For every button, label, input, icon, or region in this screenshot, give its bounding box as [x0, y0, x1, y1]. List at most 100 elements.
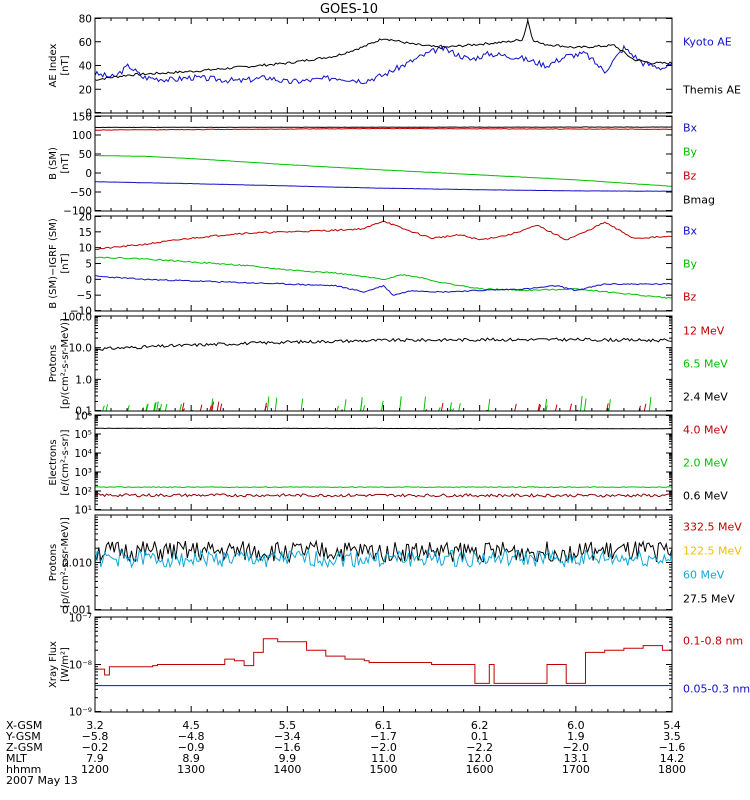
series-electrons-2-0-mev	[94, 486, 673, 489]
x-axis-value: −5.8	[82, 730, 109, 743]
series-protons_hi-2-spike	[216, 401, 220, 411]
series-protons_hi-1-spike	[438, 407, 441, 411]
panel-frame	[94, 115, 673, 212]
series-protons_hi-2-spike	[538, 404, 542, 411]
x-axis-value: 3.5	[663, 730, 681, 743]
x-axis-value: 1400	[273, 763, 301, 776]
series-protons_hi-1-spike	[423, 396, 426, 411]
series-protons_hi-1-spike	[452, 408, 455, 411]
series-protons_hi-1-spike	[648, 397, 652, 411]
series-protons_hi-1-spike	[544, 398, 548, 411]
x-axis-value: −3.4	[274, 730, 301, 743]
series-protons_hi-1-spike	[487, 398, 491, 411]
legend-entry: Bz	[683, 170, 697, 183]
legend-entry: By	[683, 146, 698, 159]
x-axis-value: 6.2	[471, 719, 489, 732]
series-protons_hi-1-spike	[360, 397, 363, 411]
series-protons_hi-1-spike	[164, 403, 168, 411]
legend-entry: Kyoto AE	[683, 36, 732, 49]
x-axis-row-label: Y-GSM	[5, 730, 41, 743]
x-axis-row-label: Z-GSM	[6, 741, 43, 754]
x-axis-row-label: MLT	[6, 752, 27, 765]
series-protons_lo-60-mev	[94, 548, 673, 569]
x-axis-value: 1300	[177, 763, 205, 776]
y-tick-label: 80	[79, 14, 92, 26]
panel-b_sm: −100 −50 0 50 100 150 B (SM) [nT] Bx By Bz Bmag	[48, 112, 715, 218]
y-axis-label: [nT]	[60, 153, 71, 173]
series-protons_hi-1-spike	[159, 403, 162, 411]
y-axis-label: Electrons	[48, 439, 59, 485]
series-protons_hi-2-spike	[643, 403, 647, 411]
legend-entry: 0.05-0.3 nm	[683, 683, 750, 696]
series-protons_hi-2-spike	[211, 401, 214, 411]
series-protons_hi-1-spike	[608, 399, 611, 411]
x-axis-value: 7.9	[86, 752, 104, 765]
series-protons_hi-1-spike	[274, 397, 278, 411]
series-protons_hi-1-spike	[156, 401, 159, 411]
x-axis-value: 1500	[370, 763, 398, 776]
series-protons_hi-2-spike	[555, 404, 558, 411]
x-axis-value: −0.9	[178, 741, 205, 754]
x-axis-value: 1200	[81, 763, 109, 776]
series-xray-0-1-0-8-nm	[95, 638, 672, 684]
x-axis-value: −4.8	[178, 730, 205, 743]
series-protons_hi-1-spike	[179, 403, 182, 411]
x-axis-value: 5.4	[663, 719, 681, 732]
series-protons_hi-2-spike	[181, 402, 185, 411]
x-axis-value: −1.7	[370, 730, 397, 743]
x-axis-value: 8.9	[182, 752, 200, 765]
series-protons_hi-2-spike	[264, 405, 267, 411]
x-axis-value: −2.2	[466, 741, 493, 754]
series-protons_hi-1-spike	[362, 405, 366, 411]
series-protons_hi-1-spike	[154, 402, 157, 411]
chart-title: GOES-10	[320, 2, 378, 17]
series-protons_hi-1-spike	[102, 405, 105, 411]
y-axis-label: [nT]	[60, 55, 71, 75]
y-tick-label: 10⁻⁷	[69, 613, 92, 625]
panel-frame	[94, 17, 673, 114]
y-tick-label: 10⁻⁹	[69, 707, 92, 719]
legend-entry: Bmag	[683, 194, 715, 207]
x-axis-value: −1.6	[274, 741, 301, 754]
x-axis-row-label: hhmm	[6, 763, 41, 776]
series-protons_hi-1-spike	[580, 395, 583, 411]
x-axis-value: −2.0	[370, 741, 397, 754]
series-protons_hi-1-spike	[336, 405, 339, 411]
legend-entry: By	[683, 258, 698, 271]
series-b_sm-by	[95, 155, 673, 187]
y-tick-label: 0.010	[62, 558, 92, 570]
x-axis-value: 1700	[562, 763, 590, 776]
x-axis-value: 4.5	[182, 719, 200, 732]
y-axis-label: Protons	[48, 544, 59, 581]
y-tick-label: 0	[85, 274, 92, 286]
y-tick-label: 10⁻⁸	[69, 660, 92, 672]
series-protons_hi-1-spike	[458, 403, 461, 411]
x-axis-value: 6.1	[375, 719, 393, 732]
series-protons_hi-2-spike	[182, 408, 186, 411]
y-tick-label: 0.001	[62, 605, 92, 617]
legend-entry: 122.5 MeV	[683, 545, 742, 558]
series-protons_hi-2-spike	[569, 403, 572, 411]
series-protons_hi-1-spike	[300, 398, 304, 411]
x-axis-value: 12.0	[467, 752, 492, 765]
y-axis-label: [e/(cm²-s-sr)]	[60, 429, 71, 495]
series-protons_hi-1-spike	[105, 404, 109, 411]
x-axis-value: 9.9	[279, 752, 297, 765]
series-ae-kyoto-ae	[94, 44, 673, 85]
series-protons_hi-1-spike	[381, 400, 384, 411]
y-tick-label: 60	[79, 37, 92, 49]
series-protons_hi-2-spike	[514, 403, 517, 411]
legend-entry: 12 MeV	[683, 325, 725, 338]
y-tick-label: −100	[63, 206, 92, 218]
y-tick-label: 10¹	[74, 505, 92, 517]
x-axis-value: −2.0	[562, 741, 589, 754]
series-b_sm-bmag	[94, 126, 673, 129]
y-tick-label: 15	[79, 227, 92, 239]
legend-entry: Bx	[683, 122, 698, 135]
legend-entry: 6.5 MeV	[683, 358, 728, 371]
x-axis-value: 6.0	[567, 719, 585, 732]
